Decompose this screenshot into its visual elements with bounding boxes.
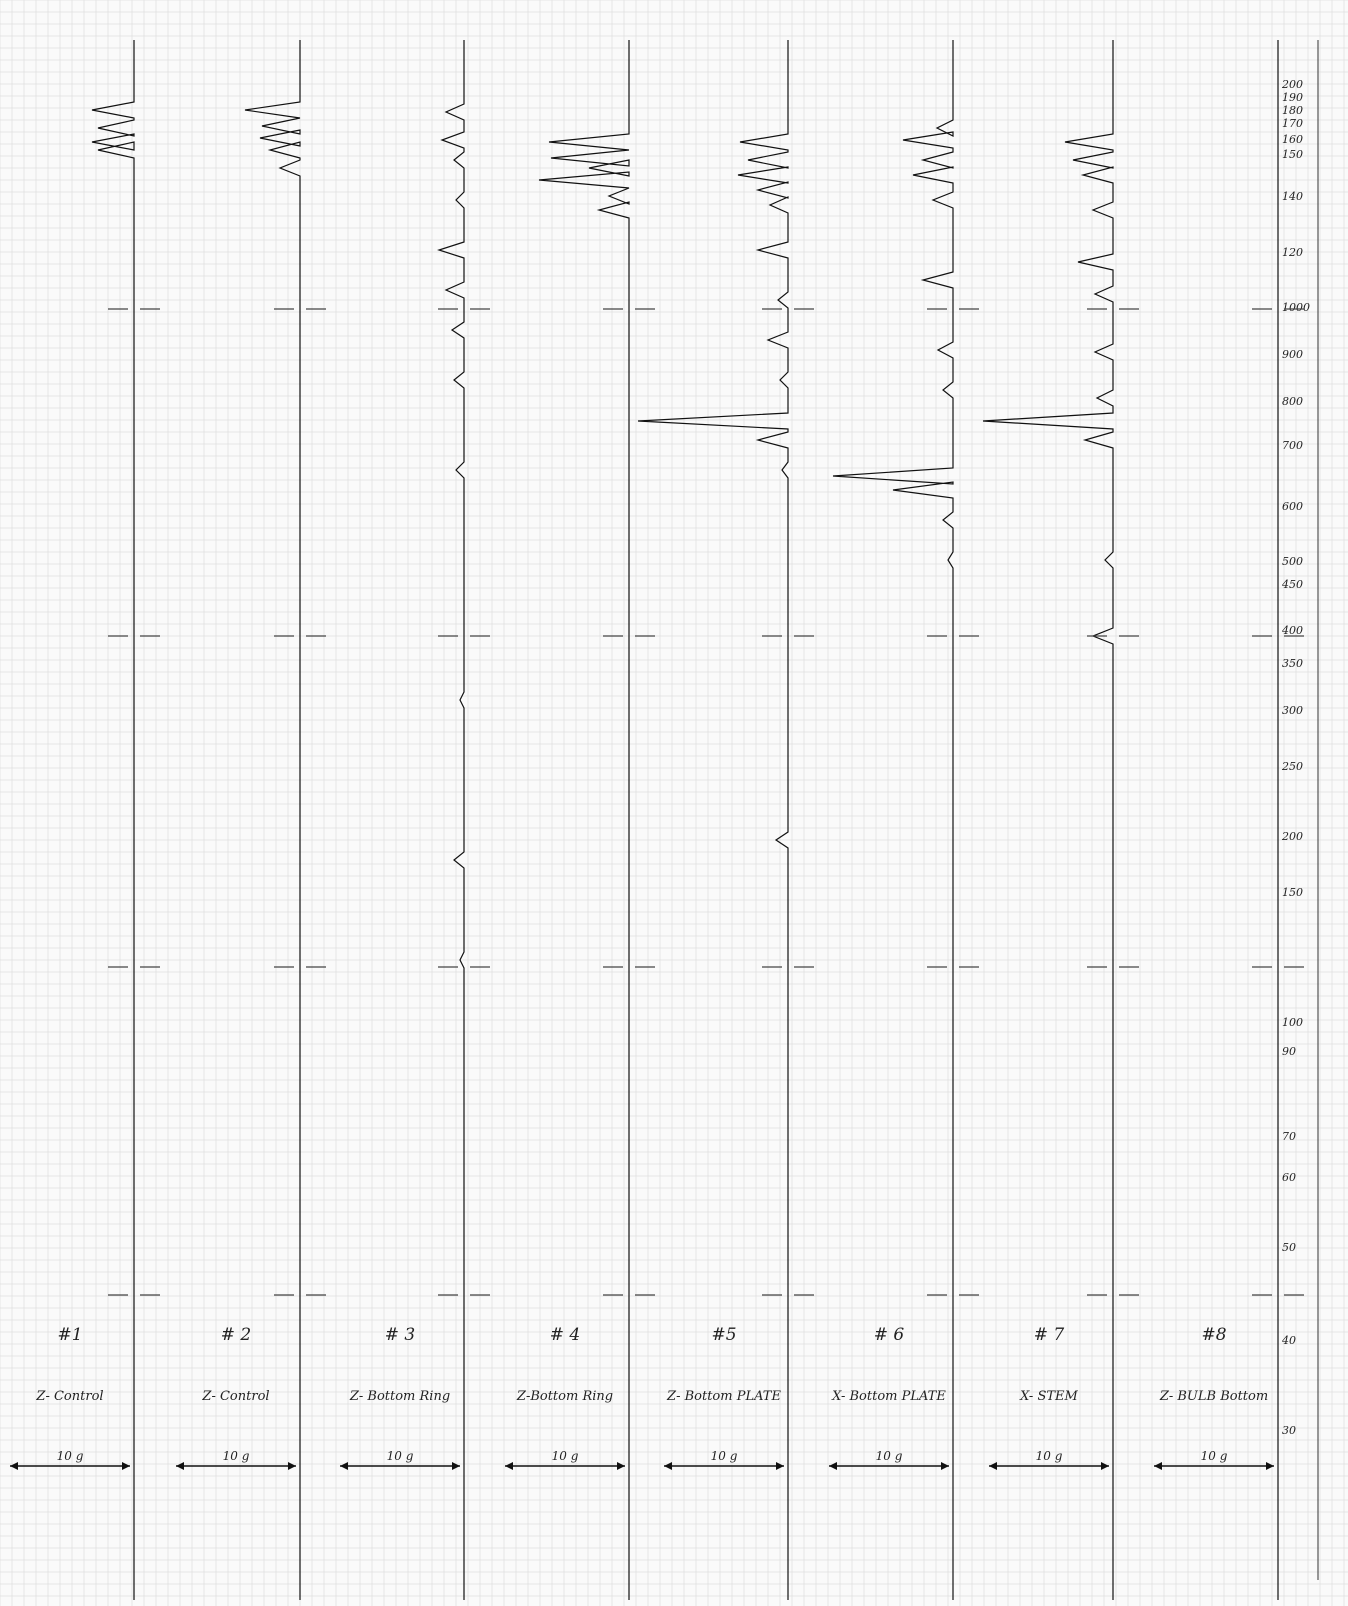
y-tick-label: 50 [1282,1241,1296,1254]
spectrum-trace [832,40,954,1600]
panel-number: #1 [57,1325,82,1345]
spectrum-trace [982,40,1114,1600]
scale-arrow [664,1462,784,1470]
panel-number: #8 [1201,1325,1226,1345]
arrow-head-left [505,1462,513,1470]
y-tick-label: 160 [1282,133,1303,146]
panel-label: Z- Control [35,1389,103,1404]
arrow-head-left [176,1462,184,1470]
arrow-head-right [941,1462,949,1470]
y-tick-label: 800 [1282,395,1303,408]
panel-1: #1 Z- Control 10 g [10,40,160,1600]
y-tick-label: 700 [1282,439,1303,452]
panel-6: # 6 X- Bottom PLATE 10 g [829,40,979,1600]
panel-8: #8 Z- BULB Bottom 10 g [1154,40,1304,1600]
scale-arrow [340,1462,460,1470]
arrow-head-left [1154,1462,1162,1470]
panel-number: # 6 [874,1325,905,1345]
scale-label: 10 g [1036,1449,1063,1463]
arrow-head-right [617,1462,625,1470]
panel-label: Z-Bottom Ring [516,1389,613,1404]
y-tick-label: 90 [1282,1045,1296,1058]
panel-label: Z- Bottom Ring [349,1389,450,1404]
scale-arrow [505,1462,625,1470]
y-tick-label: 350 [1282,657,1303,670]
y-tick-label: 30 [1282,1424,1296,1437]
y-tick-label: 500 [1282,555,1303,568]
spectrum-trace [91,40,135,1600]
scale-arrow [1154,1462,1274,1470]
y-tick-label: 170 [1282,117,1303,130]
arrow-head-right [452,1462,460,1470]
y-tick-label: 600 [1282,500,1303,513]
y-tick-label: 120 [1282,246,1303,259]
panel-label: Z- Bottom PLATE [666,1389,781,1404]
scale-arrow [989,1462,1109,1470]
scale-label: 10 g [57,1449,84,1463]
y-tick-label: 60 [1282,1171,1296,1184]
y-tick-label: 100 [1282,1016,1303,1029]
panel-number: # 7 [1034,1325,1065,1345]
y-tick-label: 150 [1282,886,1303,899]
panel-3: # 3 Z- Bottom Ring 10 g [340,40,490,1600]
panel-5: #5 Z- Bottom PLATE 10 g [637,40,814,1600]
panel-label: Z- Control [201,1389,269,1404]
arrow-head-left [989,1462,997,1470]
panel-number: # 2 [221,1325,251,1345]
arrow-head-right [1101,1462,1109,1470]
scale-label: 10 g [552,1449,579,1463]
y-tick-label: 190 [1282,91,1303,104]
scale-label: 10 g [1201,1449,1228,1463]
arrow-head-left [340,1462,348,1470]
panel-number: # 3 [385,1325,415,1345]
panel-2: # 2 Z- Control 10 g [176,40,326,1600]
panel-4: # 4 Z-Bottom Ring 10 g [505,40,655,1600]
y-tick-label: 200 [1281,830,1303,843]
panel-label: X- STEM [1019,1389,1078,1404]
scale-arrow [829,1462,949,1470]
arrow-head-right [122,1462,130,1470]
arrow-head-left [10,1462,18,1470]
scale-label: 10 g [223,1449,250,1463]
y-tick-label: 40 [1281,1334,1296,1347]
y-tick-label: 180 [1282,104,1303,117]
y-axis: 2001901801701601501401201000900800700600… [1281,40,1319,1580]
y-tick-label: 200 [1281,78,1303,91]
panel-number: #5 [711,1325,736,1345]
arrow-head-right [776,1462,784,1470]
scale-arrow [10,1462,130,1470]
spectrum-trace [538,40,630,1600]
arrow-head-right [288,1462,296,1470]
scale-label: 10 g [711,1449,738,1463]
y-tick-label: 140 [1282,190,1303,203]
panel-label: X- Bottom PLATE [831,1389,946,1404]
y-tick-label: 300 [1282,704,1303,717]
y-tick-label: 70 [1282,1130,1296,1143]
spectrum-trace [437,40,465,1600]
panel-label: Z- BULB Bottom [1159,1389,1268,1404]
y-tick-label: 150 [1282,148,1303,161]
panel-7: # 7 X- STEM 10 g [982,40,1139,1600]
scale-arrow [176,1462,296,1470]
spectrum-trace [637,40,789,1600]
y-tick-label: 900 [1282,348,1303,361]
y-tick-label: 400 [1281,624,1303,637]
scale-label: 10 g [387,1449,414,1463]
y-tick-label: 450 [1281,578,1303,591]
arrow-head-left [664,1462,672,1470]
panel-number: # 4 [550,1325,580,1345]
scale-label: 10 g [876,1449,903,1463]
arrow-head-right [1266,1462,1274,1470]
y-tick-label: 1000 [1282,301,1310,314]
arrow-head-left [829,1462,837,1470]
y-tick-label: 250 [1281,760,1303,773]
spectrum-trace [244,40,301,1600]
